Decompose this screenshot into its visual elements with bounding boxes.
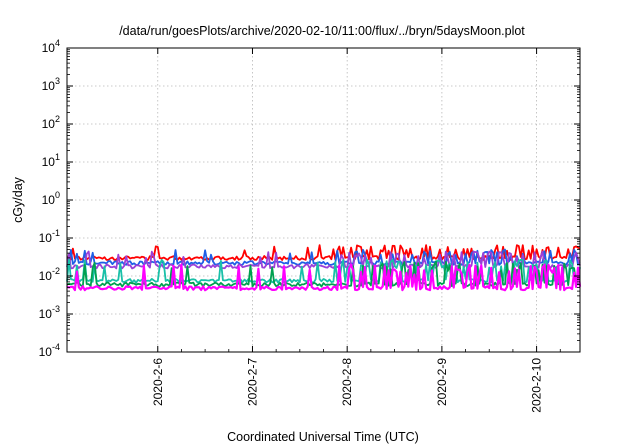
series-line: [66, 244, 581, 261]
x-tick-label: 2020-2-6: [151, 358, 165, 406]
series-line: [66, 258, 581, 284]
y-tick-label: 10-1: [39, 228, 60, 245]
grid: [67, 48, 580, 352]
series-line: [66, 263, 582, 292]
y-tick-label: 10-3: [39, 304, 60, 321]
series-line: [66, 248, 581, 266]
y-tick-label: 104: [42, 38, 60, 55]
y-tick-label: 10-2: [39, 266, 60, 283]
y-tick-label: 100: [42, 190, 60, 207]
series-line: [66, 260, 581, 288]
series-layer: [66, 244, 582, 292]
y-tick-label: 103: [42, 76, 60, 93]
x-tick-label: 2020-2-9: [435, 358, 449, 406]
x-tick-label: 2020-2-10: [530, 358, 544, 413]
x-axis-title: Coordinated Universal Time (UTC): [227, 430, 419, 444]
y-tick-label: 101: [42, 152, 60, 169]
y-tick-label: 102: [42, 114, 60, 131]
y-tick-label: 10-4: [39, 342, 60, 359]
y-axis-title: cGy/day: [11, 176, 25, 223]
chart-title: /data/run/goesPlots/archive/2020-02-10/1…: [119, 24, 525, 38]
series-line: [66, 250, 581, 270]
x-axis: 2020-2-6 2020-2-7 2020-2-8 2020-2-9 2020-2-1…: [151, 48, 561, 413]
x-tick-label: 2020-2-8: [340, 358, 354, 406]
x-tick-label: 2020-2-7: [245, 358, 259, 406]
